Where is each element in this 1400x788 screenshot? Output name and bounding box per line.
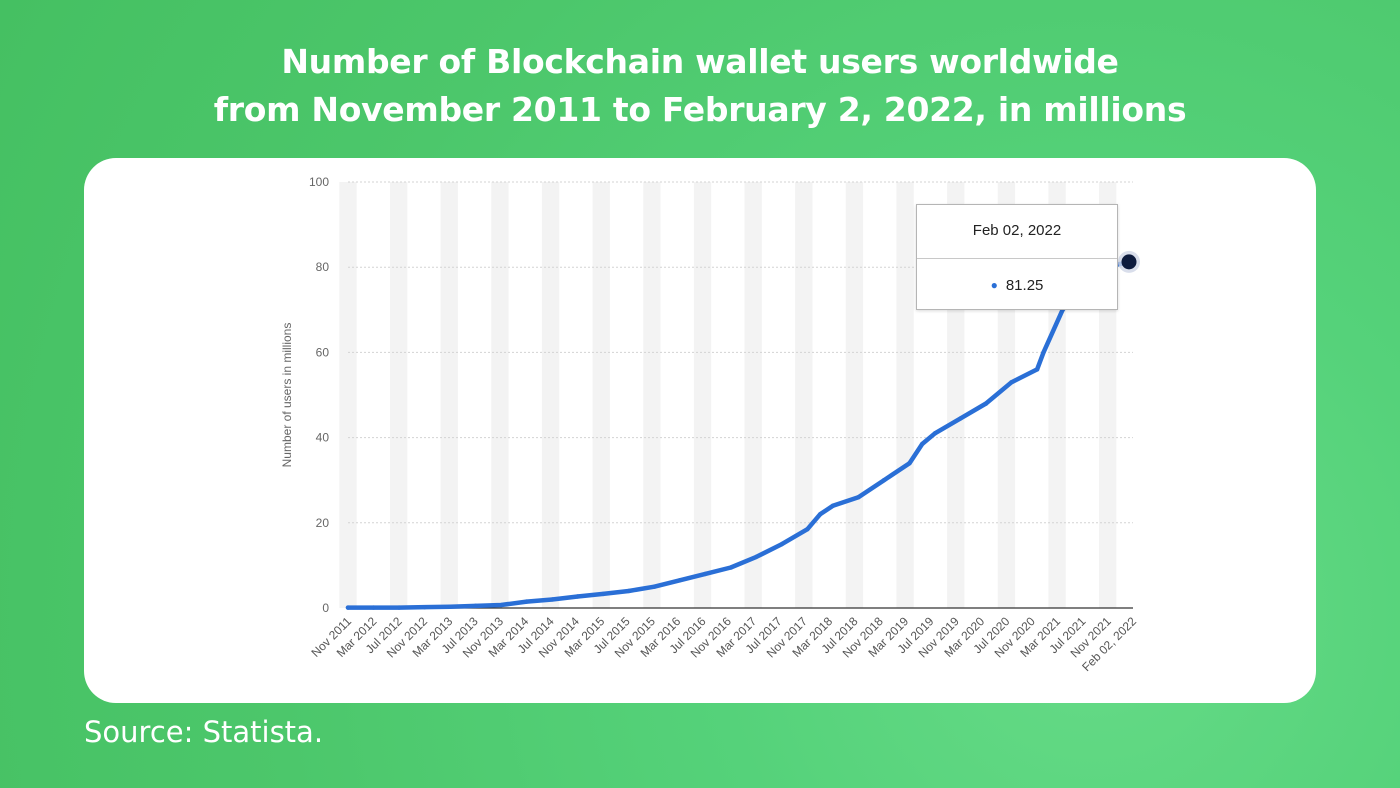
column-band (440, 182, 458, 608)
column-band (795, 182, 813, 608)
title-line-2: from November 2011 to February 2, 2022, … (213, 90, 1187, 129)
data-point (473, 603, 478, 609)
y-tick-label: 80 (316, 260, 330, 274)
y-tick-label: 0 (322, 601, 329, 615)
page-title: Number of Blockchain wallet users worldw… (0, 38, 1400, 134)
data-point (983, 401, 989, 406)
data-point (754, 554, 759, 560)
column-band (491, 182, 509, 608)
column-band (693, 182, 712, 608)
data-point (907, 460, 912, 466)
title-line-1: Number of Blockchain wallet users worldw… (281, 42, 1119, 81)
y-tick-labels: 0 20 40 60 80 100 (309, 175, 329, 615)
source-note: Source: Statista. (84, 715, 324, 749)
series-dot-icon: ● (990, 278, 998, 292)
column-bands (339, 182, 1117, 608)
y-tick-label: 40 (316, 431, 330, 445)
data-point (549, 597, 555, 602)
column-band (896, 182, 914, 608)
highlight-marker (1121, 254, 1137, 270)
data-point (422, 604, 427, 610)
data-point (779, 541, 785, 547)
column-band (389, 182, 408, 608)
data-point (1009, 380, 1014, 385)
data-point (958, 416, 963, 421)
y-gridlines (348, 181, 1133, 524)
data-point (626, 588, 631, 594)
data-point (703, 571, 708, 577)
data-point (498, 602, 504, 608)
series-points (345, 250, 1140, 610)
y-tick-label: 60 (316, 345, 330, 359)
data-point (830, 503, 836, 508)
data-point (1041, 350, 1046, 355)
data-point (396, 605, 402, 610)
data-tooltip: Feb 02, 2022 ● 81.25 (916, 204, 1118, 310)
tooltip-value: 81.25 (1005, 277, 1044, 294)
column-band (845, 182, 864, 608)
tooltip-value-row: ● 81.25 (917, 259, 1117, 311)
column-band (541, 182, 560, 608)
column-band (643, 182, 661, 608)
data-point (817, 512, 823, 517)
data-point (601, 591, 606, 597)
data-point (920, 441, 925, 447)
data-point (524, 599, 529, 604)
series-line (345, 259, 1136, 610)
data-point (677, 578, 682, 583)
data-point (728, 565, 734, 570)
column-band (744, 182, 762, 608)
data-point (1034, 367, 1040, 372)
data-point (881, 478, 887, 483)
tooltip-date: Feb 02, 2022 (917, 205, 1117, 259)
column-band (339, 182, 357, 608)
data-point (371, 605, 376, 610)
data-point (932, 431, 938, 436)
y-axis-label: Number of users in millions (280, 323, 294, 468)
y-tick-label: 20 (316, 516, 330, 530)
y-tick-label: 100 (309, 175, 329, 189)
column-band (592, 182, 610, 608)
data-point (575, 594, 580, 599)
data-point (652, 584, 657, 589)
data-point (805, 526, 810, 532)
data-point (345, 605, 351, 610)
data-point (856, 495, 861, 500)
data-point (447, 604, 453, 609)
